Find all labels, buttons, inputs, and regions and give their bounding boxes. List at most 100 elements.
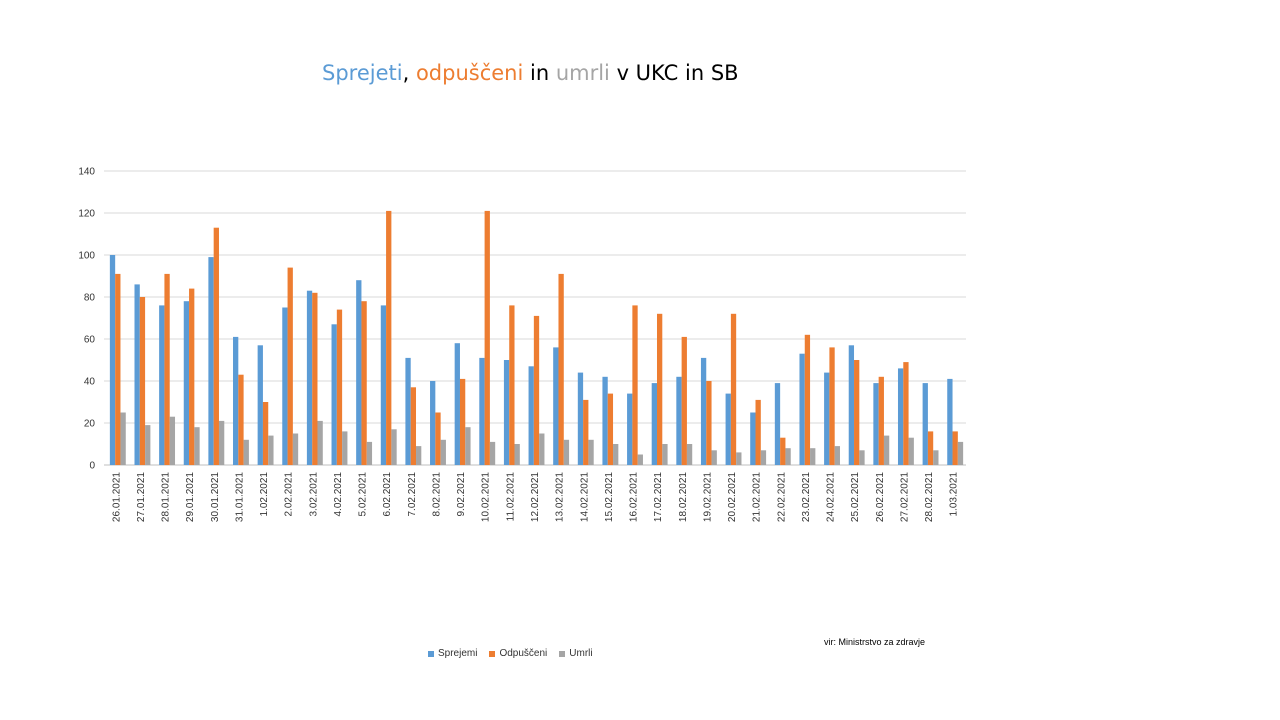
title-part-sprejeti: Sprejeti — [322, 61, 403, 85]
bar-sprejemi — [947, 378, 953, 465]
x-tick-label: 7.02.2021 — [407, 472, 418, 517]
bar-umrli — [268, 435, 274, 465]
bar-umrli — [760, 450, 767, 465]
bar-odpueni — [435, 412, 441, 465]
legend: Sprejemi Odpuščeni Umrli — [428, 648, 593, 659]
legend-label-umrli: Umrli — [569, 648, 593, 659]
y-tick-label: 20 — [84, 419, 96, 430]
source-note: vir: Ministrstvo za zdravje — [824, 637, 926, 647]
x-tick-label: 28.02.2021 — [924, 472, 935, 522]
x-tick-label: 26.02.2021 — [875, 472, 886, 522]
bar-odpueni — [780, 437, 786, 465]
bar-odpueni — [287, 267, 293, 465]
bar-sprejemi — [208, 257, 214, 465]
bar-sprejemi — [479, 357, 485, 465]
legend-item-umrli: Umrli — [559, 648, 593, 659]
y-tick-label: 140 — [78, 167, 95, 178]
bar-umrli — [194, 427, 200, 465]
bar-umrli — [810, 448, 816, 465]
chart-title: Sprejeti, odpuščeni in umrli v UKC in SB — [322, 61, 739, 85]
bar-sprejemi — [750, 412, 756, 465]
bar-umrli — [908, 437, 914, 465]
x-tick-label: 2.02.2021 — [284, 472, 295, 517]
x-tick-label: 13.02.2021 — [555, 472, 566, 522]
bar-sprejemi — [799, 353, 805, 465]
x-tick-label: 17.02.2021 — [653, 472, 664, 522]
x-tick-label: 14.02.2021 — [579, 472, 590, 522]
bar-sprejemi — [503, 360, 510, 465]
x-tick-label: 30.01.2021 — [210, 472, 221, 522]
bar-odpueni — [903, 362, 909, 465]
title-part-ukc: v UKC in SB — [609, 61, 739, 85]
x-tick-label: 15.02.2021 — [604, 472, 615, 522]
bar-odpueni — [681, 336, 687, 465]
bar-umrli — [317, 420, 323, 465]
bar-odpueni — [336, 309, 343, 465]
title-part-umrli: umrli — [555, 61, 610, 85]
x-tick-label: 25.02.2021 — [850, 472, 861, 522]
bar-sprejemi — [922, 383, 928, 465]
y-tick-label: 60 — [84, 335, 96, 346]
x-tick-label: 12.02.2021 — [530, 472, 541, 522]
bar-sprejemi — [897, 368, 904, 465]
bar-sprejemi — [134, 284, 140, 465]
bar-umrli — [292, 433, 299, 465]
x-tick-label: 16.02.2021 — [629, 472, 640, 522]
bar-umrli — [859, 450, 865, 465]
x-tick-label: 31.01.2021 — [234, 472, 245, 522]
bar-umrli — [145, 425, 151, 465]
bar-umrli — [243, 439, 249, 465]
bar-umrli — [489, 441, 496, 465]
bar-sprejemi — [553, 347, 559, 465]
legend-item-odpusceni: Odpuščeni — [489, 648, 547, 659]
bar-sprejemi — [380, 305, 387, 465]
bar-sprejemi — [774, 383, 781, 465]
x-tick-label: 26.01.2021 — [111, 472, 122, 522]
bar-sprejemi — [577, 372, 584, 465]
bar-sprejemi — [848, 345, 855, 465]
bar-odpueni — [386, 210, 392, 465]
bar-odpueni — [952, 431, 958, 465]
x-tick-label: 1.03.2021 — [949, 472, 960, 517]
bar-sprejemi — [824, 372, 830, 465]
legend-swatch-sprejemi — [428, 650, 434, 657]
bar-umrli — [834, 446, 840, 465]
bar-odpueni — [410, 387, 417, 465]
bar-odpueni — [533, 315, 540, 465]
bar-odpueni — [656, 313, 663, 465]
bar-odpueni — [312, 292, 318, 465]
x-tick-label: 24.02.2021 — [826, 472, 837, 522]
legend-swatch-umrli — [559, 650, 566, 657]
x-tick-label: 9.02.2021 — [456, 472, 467, 517]
title-part-in: in — [523, 61, 556, 85]
bar-odpueni — [927, 431, 934, 465]
bar-odpueni — [115, 273, 121, 465]
x-tick-label: 21.02.2021 — [752, 472, 763, 522]
bar-odpueni — [829, 347, 835, 465]
x-tick-label: 3.02.2021 — [308, 472, 319, 517]
bar-umrli — [366, 441, 373, 465]
bar-umrli — [342, 431, 348, 465]
bar-umrli — [785, 448, 791, 465]
bar-sprejemi — [873, 383, 879, 465]
bar-sprejemi — [602, 376, 608, 465]
bar-umrli — [736, 452, 742, 465]
bar-sprejemi — [676, 376, 682, 465]
x-tick-label: 19.02.2021 — [702, 472, 713, 522]
bar-sprejemi — [282, 307, 288, 465]
bar-umrli — [662, 444, 668, 465]
y-tick-label: 0 — [89, 461, 95, 472]
x-tick-label: 10.02.2021 — [481, 472, 492, 522]
bar-sprejemi — [405, 357, 411, 465]
x-tick-label: 8.02.2021 — [431, 472, 442, 517]
y-tick-label: 100 — [78, 251, 95, 262]
x-tick-label: 18.02.2021 — [678, 472, 689, 522]
bar-sprejemi — [725, 393, 731, 465]
bar-odpueni — [632, 305, 638, 465]
bar-odpueni — [607, 393, 614, 465]
bar-odpueni — [459, 378, 466, 465]
bar-odpueni — [238, 374, 244, 465]
bar-umrli — [416, 446, 422, 465]
bar-umrli — [957, 441, 964, 465]
